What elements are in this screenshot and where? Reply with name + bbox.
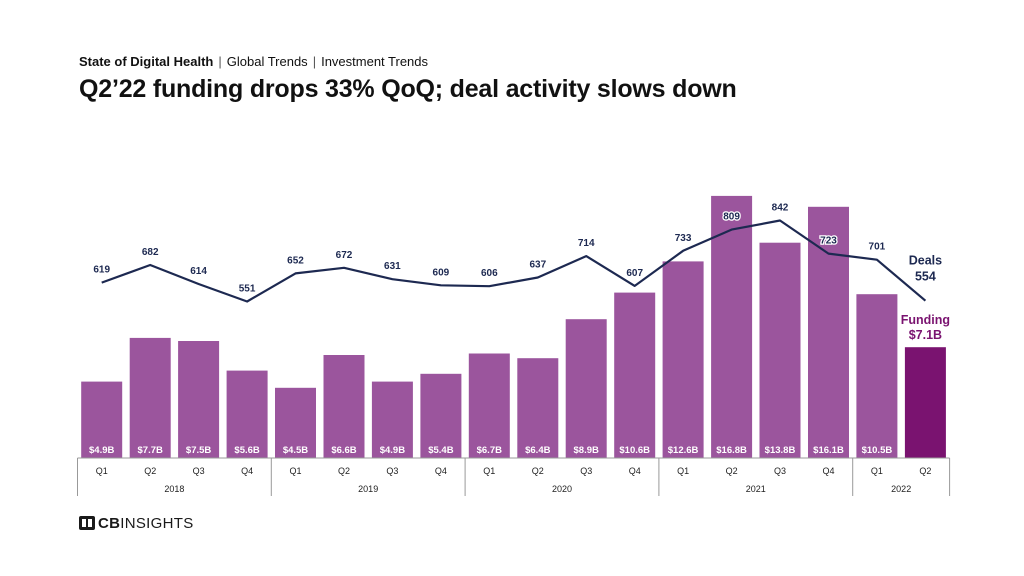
breadcrumb-item-state-of-digital-health: State of Digital Health bbox=[79, 54, 214, 69]
deals-series-label: Deals bbox=[909, 254, 942, 268]
deals-point-label: 614 bbox=[190, 266, 207, 277]
x-tick-label-year: 2020 bbox=[552, 484, 572, 494]
breadcrumb-separator: | bbox=[312, 54, 317, 69]
funding-end-value: $7.1B bbox=[909, 328, 942, 342]
funding-bar bbox=[275, 387, 316, 458]
deals-point-label: 652 bbox=[287, 255, 304, 266]
funding-bar-label: $16.1B bbox=[813, 445, 844, 456]
x-tick-label-quarter: Q4 bbox=[241, 466, 253, 476]
funding-bar bbox=[856, 294, 898, 458]
x-tick-label-quarter: Q3 bbox=[386, 466, 398, 476]
funding-bar-label: $10.6B bbox=[619, 445, 650, 456]
x-tick-label-quarter: Q1 bbox=[483, 466, 495, 476]
deals-point-label: 723 bbox=[820, 236, 837, 247]
x-tick-label-quarter: Q3 bbox=[774, 466, 786, 476]
funding-bar bbox=[420, 373, 462, 458]
funding-bar-label: $6.7B bbox=[477, 445, 502, 456]
funding-bar bbox=[808, 206, 849, 458]
deals-point-label: 619 bbox=[93, 265, 110, 276]
x-tick-label-quarter: Q4 bbox=[822, 466, 834, 476]
deals-point-label: 714 bbox=[578, 238, 595, 249]
x-tick-label-quarter: Q1 bbox=[96, 466, 108, 476]
x-axis: Q1 Q2 Q3 Q4 Q1 Q2 Q3 Q4 Q1 Q2 Q3 Q4 Q1 Q2 Q3 Q4 Q1 Q2 2018… bbox=[77, 457, 951, 496]
cbinsights-logo-text: CBINSIGHTS bbox=[98, 515, 194, 532]
funding-bar bbox=[565, 319, 607, 458]
deals-line: 619 682 614 551 652 672 631 609 606 637 714 607 733 8… bbox=[92, 201, 927, 303]
logo-text-cb: CB bbox=[98, 514, 121, 532]
x-tick-label-year: 2019 bbox=[358, 484, 378, 494]
funding-bar-label: $4.9B bbox=[89, 445, 114, 456]
x-tick-label-quarter: Q4 bbox=[435, 466, 447, 476]
funding-bar-label: $12.6B bbox=[668, 445, 699, 456]
funding-bar bbox=[759, 242, 801, 458]
x-tick-label-quarter: Q2 bbox=[338, 466, 350, 476]
funding-bars: $4.9B $7.7B $7.5B $5.6B $4.5B $6.6B $4.9B $5.4B… bbox=[81, 195, 946, 458]
deals-point-label: 607 bbox=[626, 268, 643, 279]
funding-bar bbox=[81, 381, 123, 458]
funding-bar-label: $13.8B bbox=[765, 445, 796, 456]
deals-end-value: 554 bbox=[915, 270, 936, 284]
deals-point-label: 672 bbox=[336, 250, 353, 261]
funding-bar-label: $6.6B bbox=[331, 445, 356, 456]
deals-point-label: 682 bbox=[142, 247, 159, 258]
x-tick-label-year: 2021 bbox=[746, 484, 766, 494]
funding-bar-label: $10.5B bbox=[862, 445, 893, 456]
x-tick-label-quarter: Q2 bbox=[919, 466, 931, 476]
x-tick-label-quarter: Q2 bbox=[144, 466, 156, 476]
deals-point-label: 733 bbox=[675, 233, 692, 244]
cbinsights-logo-icon bbox=[79, 516, 95, 530]
funding-bar-label: $4.5B bbox=[283, 445, 308, 456]
x-tick-label-quarter: Q1 bbox=[871, 466, 883, 476]
page-title: Q2’22 funding drops 33% QoQ; deal activi… bbox=[79, 75, 737, 103]
logo-text-insights: INSIGHTS bbox=[120, 514, 194, 532]
x-tick-label-quarter: Q1 bbox=[677, 466, 689, 476]
funding-series-label: Funding bbox=[901, 313, 950, 327]
funding-bar bbox=[662, 261, 704, 458]
deals-point-label: 842 bbox=[772, 203, 789, 214]
funding-bar bbox=[614, 292, 656, 458]
deals-line-path bbox=[101, 219, 927, 303]
funding-bar-label: $4.9B bbox=[380, 445, 405, 456]
funding-bar bbox=[468, 353, 510, 458]
deals-point-label: 606 bbox=[481, 268, 498, 279]
x-tick-label-quarter: Q2 bbox=[532, 466, 544, 476]
funding-bar bbox=[323, 355, 365, 458]
funding-bar bbox=[904, 347, 946, 458]
x-tick-label-quarter: Q1 bbox=[289, 466, 301, 476]
deals-point-label: 809 bbox=[723, 212, 740, 223]
funding-bar-label: $8.9B bbox=[574, 445, 599, 456]
x-tick-label-quarter: Q3 bbox=[580, 466, 592, 476]
funding-bar-label: $7.5B bbox=[186, 445, 211, 456]
funding-bar bbox=[371, 381, 413, 458]
breadcrumb-item-global-trends: Global Trends bbox=[226, 54, 308, 69]
funding-bar-label: $6.4B bbox=[525, 445, 550, 456]
x-tick-label-year: 2022 bbox=[891, 484, 911, 494]
funding-bar-label: $16.8B bbox=[716, 445, 747, 456]
funding-bar-label: $7.7B bbox=[138, 445, 163, 456]
x-tick-label-quarter: Q4 bbox=[629, 466, 641, 476]
funding-bar bbox=[517, 358, 559, 458]
funding-bar bbox=[178, 341, 220, 458]
breadcrumb-item-investment-trends: Investment Trends bbox=[321, 54, 429, 69]
funding-bar-label: $5.6B bbox=[234, 445, 259, 456]
x-tick-label-quarter: Q3 bbox=[193, 466, 205, 476]
x-tick-label-quarter: Q2 bbox=[726, 466, 738, 476]
deals-point-label: 609 bbox=[433, 267, 450, 278]
funding-bar bbox=[711, 195, 753, 458]
deals-point-label: 551 bbox=[239, 284, 256, 295]
deals-point-label: 701 bbox=[869, 242, 886, 253]
cbinsights-logo: CBINSIGHTS bbox=[79, 515, 194, 532]
x-tick-label-year: 2018 bbox=[164, 484, 184, 494]
funding-bar bbox=[129, 337, 171, 458]
deals-point-label: 637 bbox=[529, 260, 546, 271]
deals-point-label: 631 bbox=[384, 261, 401, 272]
funding-bar-label: $5.4B bbox=[428, 445, 453, 456]
breadcrumb-separator: | bbox=[218, 54, 222, 69]
breadcrumb: State of Digital Health | Global Trends | In… bbox=[79, 54, 428, 69]
funding-bar bbox=[226, 370, 268, 458]
